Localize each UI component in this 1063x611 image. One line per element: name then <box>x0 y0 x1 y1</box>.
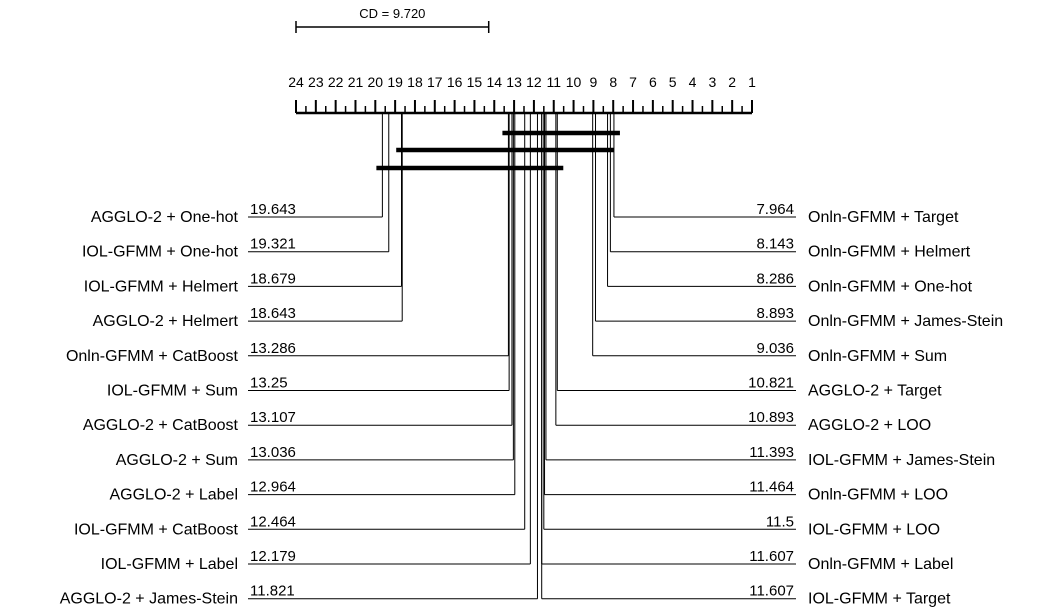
rank-value-label: 11.821 <box>250 583 295 600</box>
axis-tick-label: 10 <box>566 74 582 90</box>
axis-tick-label: 1 <box>748 74 756 90</box>
method-name-label: IOL-GFMM + James-Stein <box>808 452 995 469</box>
rank-value-label: 13.286 <box>250 340 296 357</box>
axis-tick-label: 13 <box>506 74 522 90</box>
axis-tick-label: 17 <box>427 74 443 90</box>
method-name-label: AGGLO-2 + Label <box>109 487 238 504</box>
method-name-label: IOL-GFMM + Helmert <box>84 278 239 295</box>
rank-axis: 24 23 22 21 20 19 18 17 16 15 14 13 12 11 10 9 8 7 6 5 4 3 2 1 <box>288 74 756 115</box>
axis-tick-label: 4 <box>689 74 697 90</box>
rank-value-label: 10.821 <box>748 375 794 392</box>
rank-value-label: 7.964 <box>756 201 794 218</box>
rank-value-label: 8.143 <box>756 236 794 253</box>
rank-value-label: 9.036 <box>756 340 794 357</box>
method-name-label: IOL-GFMM + Target <box>808 591 951 608</box>
method-name-label: IOL-GFMM + Sum <box>107 383 238 400</box>
method-name-label: Onln-GFMM + CatBoost <box>66 348 239 365</box>
rank-value-label: 19.321 <box>250 236 296 253</box>
method-name-label: AGGLO-2 + CatBoost <box>83 417 239 434</box>
rank-value-label: 18.679 <box>250 270 296 287</box>
rank-value-label: 8.286 <box>756 270 794 287</box>
rank-value-label: 11.5 <box>766 513 794 530</box>
method-name-label: Onln-GFMM + James-Stein <box>808 313 1003 330</box>
clique-bars <box>376 130 620 171</box>
rank-value-label: 8.893 <box>756 305 794 322</box>
axis-tick-label: 21 <box>348 74 364 90</box>
method-name-label: IOL-GFMM + LOO <box>808 521 940 538</box>
method-name-label: Onln-GFMM + Sum <box>808 348 947 365</box>
rank-value-label: 10.893 <box>748 409 794 426</box>
method-name-label: IOL-GFMM + One-hot <box>82 244 239 261</box>
axis-tick-label: 9 <box>589 74 597 90</box>
rank-value-label: 13.036 <box>250 444 296 461</box>
method-name-label: AGGLO-2 + Sum <box>116 452 238 469</box>
rank-value-label: 11.607 <box>749 548 794 565</box>
method-name-label: AGGLO-2 + Helmert <box>93 313 239 330</box>
rank-value-label: 13.107 <box>250 409 296 426</box>
axis-tick-label: 8 <box>609 74 617 90</box>
method-name-label: Onln-GFMM + LOO <box>808 487 948 504</box>
method-name-label: AGGLO-2 + Target <box>808 383 942 400</box>
axis-tick-label: 19 <box>387 74 403 90</box>
rank-value-label: 12.464 <box>250 513 296 530</box>
method-name-label: Onln-GFMM + One-hot <box>808 278 973 295</box>
axis-tick-label: 3 <box>708 74 716 90</box>
method-name-label: AGGLO-2 + One-hot <box>91 209 239 226</box>
rank-value-label: 11.607 <box>749 583 794 600</box>
rank-value-label: 13.25 <box>250 375 288 392</box>
method-name-label: IOL-GFMM + Label <box>101 556 238 573</box>
rank-value-label: 18.643 <box>250 305 296 322</box>
method-name-label: Onln-GFMM + Helmert <box>808 244 971 261</box>
method-name-label: AGGLO-2 + LOO <box>808 417 931 434</box>
axis-tick-label: 6 <box>649 74 657 90</box>
axis-tick-label: 22 <box>328 74 344 90</box>
axis-tick-label: 2 <box>728 74 736 90</box>
rank-value-label: 12.179 <box>250 548 296 565</box>
axis-tick-label: 14 <box>486 74 502 90</box>
rank-value-label: 11.393 <box>749 444 794 461</box>
axis-tick-label: 15 <box>467 74 483 90</box>
rank-value-label: 19.643 <box>250 201 296 218</box>
axis-tick-label: 24 <box>288 74 304 90</box>
rank-value-label: 12.964 <box>250 479 296 496</box>
cd-label: CD = 9.720 <box>359 6 425 21</box>
cd-indicator: CD = 9.720 <box>295 6 490 33</box>
right-method-list: 7.964 Onln-GFMM + Target 8.143 Onln-GFMM + … <box>541 113 1003 608</box>
method-name-label: AGGLO-2 + James-Stein <box>60 591 238 608</box>
axis-tick-label: 18 <box>407 74 423 90</box>
left-method-list: 19.643 AGGLO-2 + One-hot 19.321 IOL-GFMM + … <box>60 113 538 608</box>
axis-tick-label: 7 <box>629 74 637 90</box>
method-name-label: Onln-GFMM + Label <box>808 556 953 573</box>
axis-tick-label: 16 <box>447 74 463 90</box>
method-name-label: Onln-GFMM + Target <box>808 209 959 226</box>
method-name-label: IOL-GFMM + CatBoost <box>74 521 239 538</box>
axis-tick-label: 5 <box>669 74 677 90</box>
axis-tick-label: 23 <box>308 74 324 90</box>
rank-value-label: 11.464 <box>749 479 794 496</box>
axis-tick-label: 12 <box>526 74 542 90</box>
axis-tick-label: 11 <box>546 74 561 90</box>
axis-tick-label: 20 <box>368 74 384 90</box>
